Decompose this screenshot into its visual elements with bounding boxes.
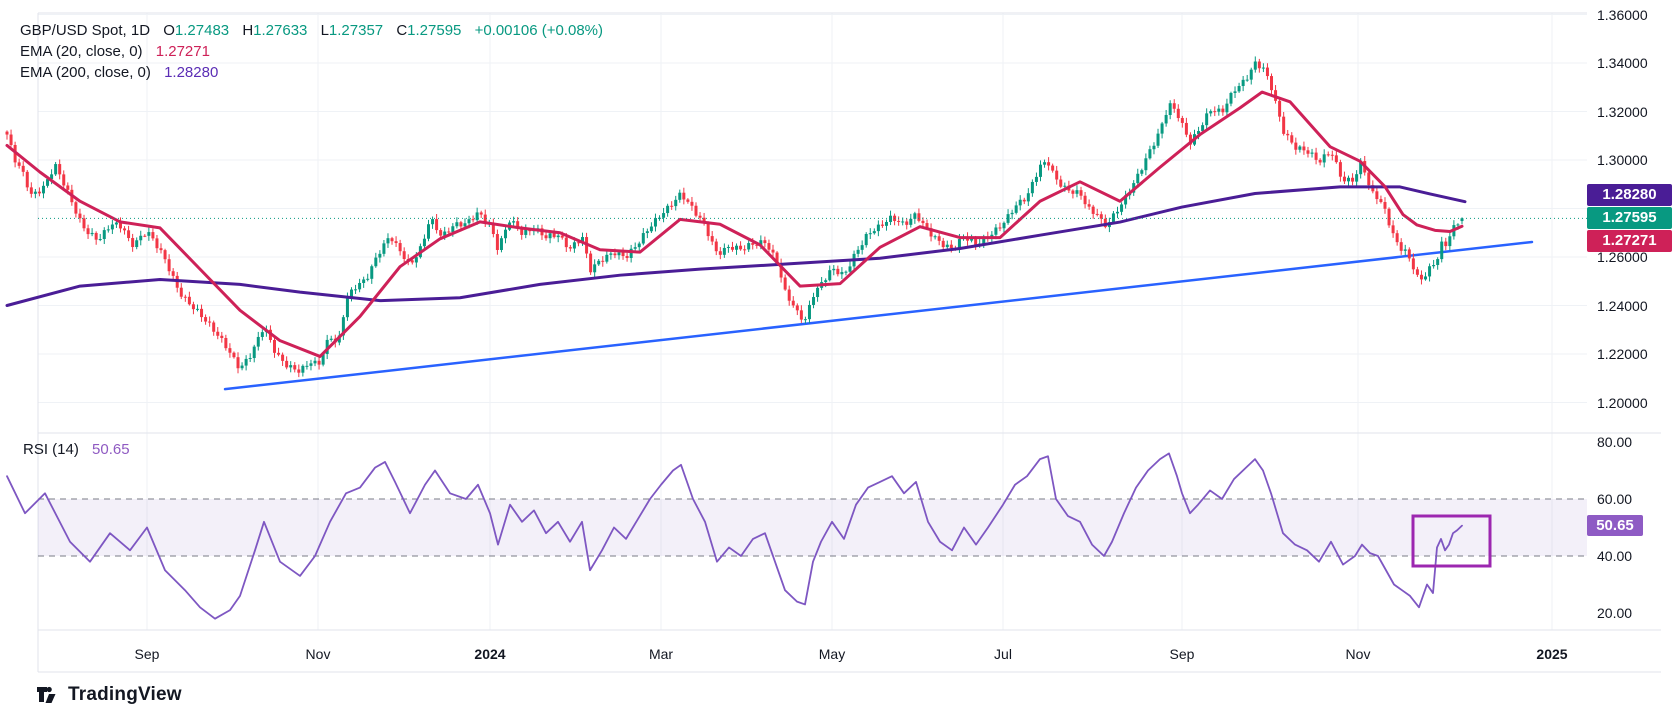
chart-legend: GBP/USD Spot, 1D O1.27483 H1.27633 L1.27…: [20, 20, 603, 83]
last-price-badge: 1.27595: [1587, 207, 1672, 229]
ema20-label: EMA (20, close, 0): [20, 43, 143, 60]
tradingview-logo[interactable]: TradingView: [36, 683, 182, 707]
rsi-axis-label: 40.00: [1597, 548, 1633, 564]
ema20-line: [5, 90, 1464, 358]
symbol-legend-row[interactable]: GBP/USD Spot, 1D O1.27483 H1.27633 L1.27…: [20, 20, 603, 41]
time-axis-label: Jul: [994, 646, 1012, 662]
ema200-line: [5, 185, 1467, 307]
time-axis-label: 2024: [474, 646, 506, 662]
rsi-axis-label: 20.00: [1597, 605, 1633, 621]
price-scale[interactable]: [1587, 0, 1675, 672]
ohlc-low-value: 1.27357: [328, 22, 384, 39]
time-axis-label: Nov: [305, 646, 331, 662]
time-axis-label: 2025: [1536, 646, 1568, 662]
rsi-legend-row[interactable]: RSI (14) 50.65: [23, 441, 130, 458]
price-axis-label: 1.20000: [1597, 394, 1648, 411]
price-axis-label: 1.22000: [1597, 346, 1648, 362]
time-axis-label: May: [818, 646, 846, 662]
rsi-band: [38, 499, 1587, 556]
trendline: [223, 240, 1534, 391]
price-axis-label: 1.24000: [1597, 297, 1648, 314]
price-axis-label: 1.26000: [1597, 249, 1648, 265]
ema200-value: 1.28280: [164, 64, 219, 81]
daily-change: +0.00106 (+0.08%): [474, 22, 603, 39]
ema20-legend-row[interactable]: EMA (20, close, 0) 1.27271: [20, 41, 603, 62]
price-axis-label: 1.36000: [1597, 6, 1648, 23]
time-axis-label: Sep: [1169, 646, 1195, 662]
rsi-line: [6, 452, 1463, 620]
ema200-legend-row[interactable]: EMA (200, close, 0) 1.28280: [20, 62, 603, 83]
ohlc-close-value: 1.27595: [407, 22, 462, 39]
ema20-price-badge: 1.27271: [1587, 230, 1672, 252]
rsi-value: 50.65: [92, 441, 130, 458]
ema20-value: 1.27271: [155, 43, 210, 60]
rsi-label: RSI (14): [23, 441, 79, 458]
rsi-annotation-box: [1411, 514, 1492, 568]
price-axis-label: 1.30000: [1597, 152, 1648, 168]
ema200-price-badge: 1.28280: [1587, 184, 1672, 206]
rsi-axis-label: 60.00: [1597, 491, 1633, 507]
ohlc-close-label: C: [396, 22, 408, 39]
price-axis-label: 1.32000: [1597, 103, 1648, 120]
ohlc-low-label: L: [320, 22, 329, 39]
rsi-value-badge: 50.65: [1587, 515, 1643, 536]
time-axis-label: Mar: [648, 646, 674, 662]
ohlc-open-value: 1.27483: [174, 22, 230, 39]
ema200-label: EMA (200, close, 0): [20, 64, 151, 81]
time-axis-label: Nov: [1345, 646, 1371, 662]
price-axis-label: 1.34000: [1597, 55, 1648, 71]
rsi-axis-label: 80.00: [1597, 434, 1633, 450]
tradingview-logo-icon: [37, 686, 56, 703]
time-axis-label: Sep: [134, 646, 160, 662]
ohlc-open-label: O: [163, 22, 175, 39]
ohlc-high-label: H: [242, 22, 254, 39]
ohlc-high-value: 1.27633: [253, 22, 308, 39]
tradingview-logo-text: TradingView: [68, 684, 182, 705]
symbol-title: GBP/USD Spot, 1D: [20, 22, 151, 39]
